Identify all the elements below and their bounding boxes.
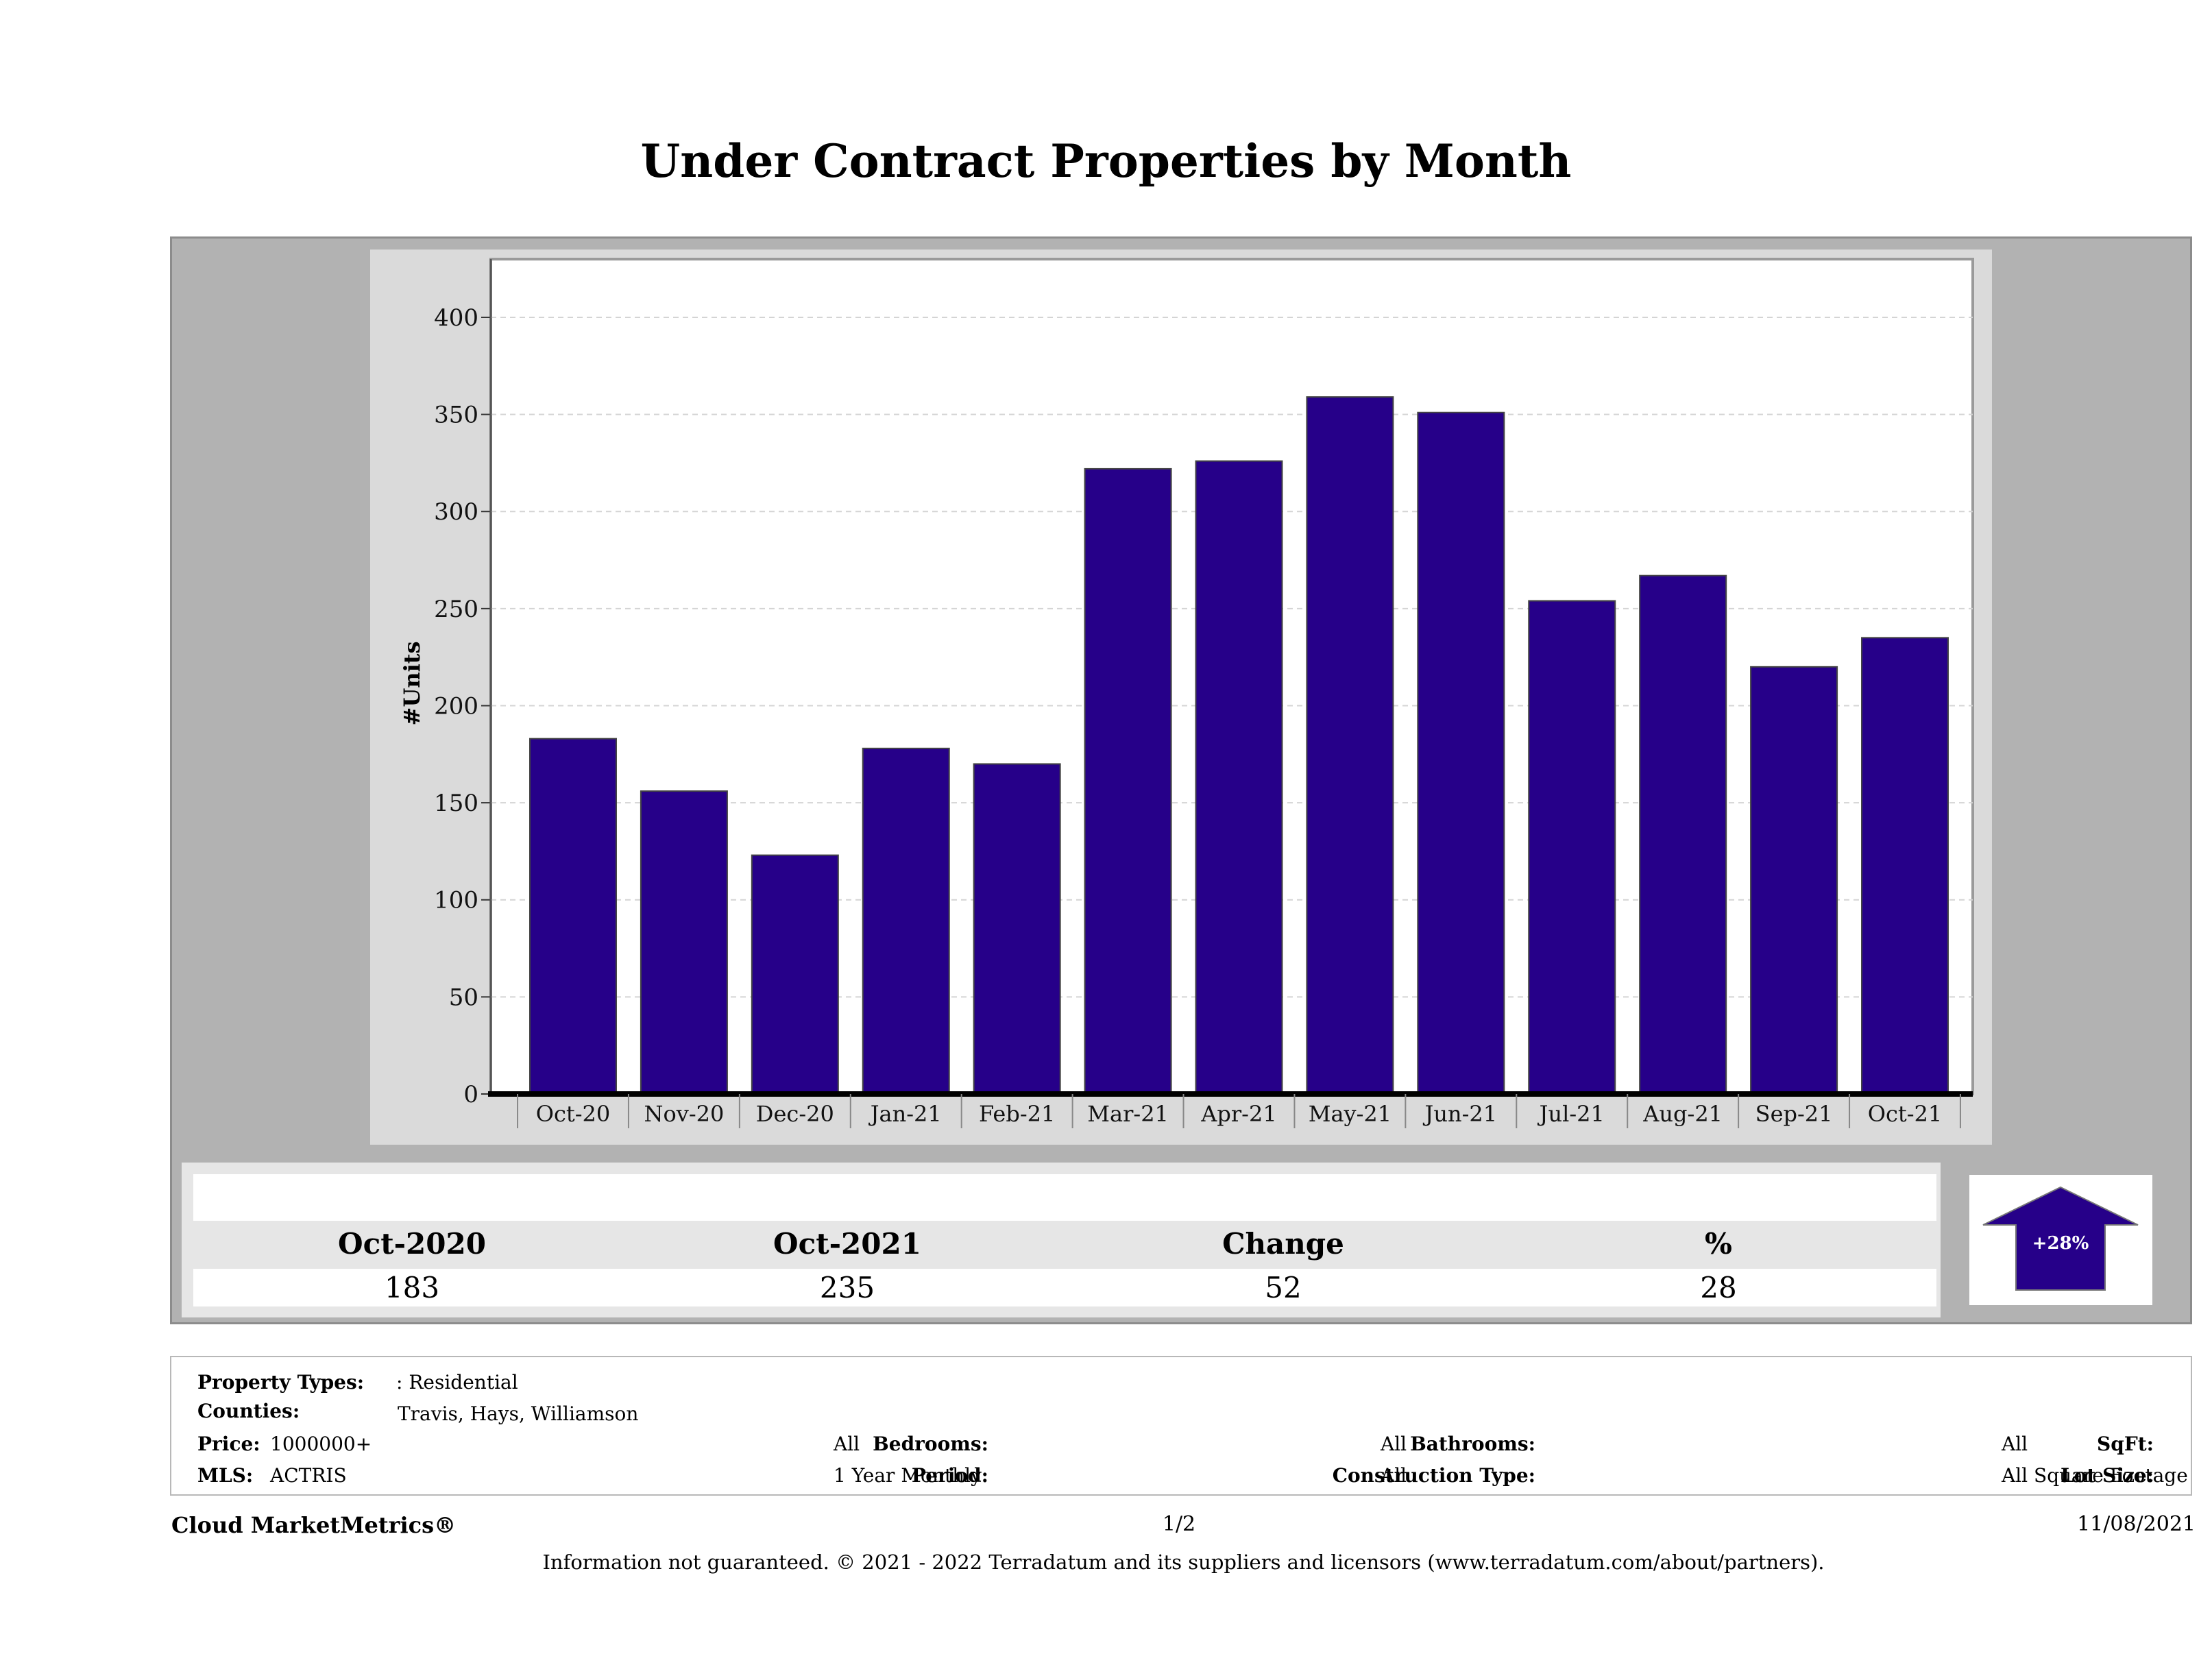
bar-Dec-20 <box>751 854 839 1095</box>
footer-disclaimer: Information not guaranteed. © 2021 - 202… <box>542 1551 1825 1574</box>
up-arrow-icon <box>1982 1186 2139 1291</box>
period-label: Period: <box>911 1464 988 1487</box>
bar-May-21 <box>1306 396 1394 1095</box>
y-tick-label: 0 <box>463 1081 478 1108</box>
summary-value-percent: 28 <box>1700 1271 1737 1304</box>
footer-date: 11/08/2021 <box>2077 1512 2196 1536</box>
construction-value: All <box>1381 1464 1407 1487</box>
sqft-label: SqFt: <box>2097 1433 2154 1455</box>
bathrooms-value: All <box>1381 1433 1407 1455</box>
x-tick-label: Sep-21 <box>1755 1101 1833 1127</box>
price-label: Price: <box>197 1433 260 1455</box>
x-tick-label: Jun-21 <box>1423 1101 1498 1127</box>
property-types-label: Property Types: <box>197 1371 365 1394</box>
counties-value: Travis, Hays, Williamson <box>398 1402 639 1425</box>
x-tick-label: Nov-20 <box>644 1101 724 1127</box>
bedrooms-value: All <box>834 1433 860 1455</box>
summary-header-change: Change <box>1222 1227 1344 1261</box>
summary-header-start: Oct-2020 <box>338 1227 486 1261</box>
construction-label: Construction Type: <box>1332 1464 1535 1487</box>
y-tick-label: 350 <box>434 402 478 429</box>
sqft-value: All <box>2002 1433 2028 1455</box>
y-tick-label: 100 <box>434 887 478 914</box>
y-tick-label: 400 <box>434 304 478 332</box>
summary-header-end: Oct-2021 <box>773 1227 921 1261</box>
chart-title: Under Contract Properties by Month <box>640 134 1572 188</box>
counties-label: Counties: <box>197 1400 300 1422</box>
lotsize-label: Lot Size: <box>2061 1464 2154 1487</box>
summary-table: Oct-2020 Oct-2021 Change % 183 235 52 28 <box>182 1163 1941 1317</box>
bar-Jun-21 <box>1417 411 1505 1095</box>
lotsize-value: All Square Footage <box>2002 1464 2188 1487</box>
x-tick-label: Dec-20 <box>756 1101 834 1127</box>
bar-Oct-21 <box>1861 637 1949 1095</box>
bar-Jul-21 <box>1528 600 1616 1095</box>
x-tick-label: Apr-21 <box>1200 1101 1276 1127</box>
x-tick-label: Mar-21 <box>1087 1101 1169 1127</box>
bar-Nov-20 <box>640 790 728 1095</box>
change-badge: +28% <box>1969 1175 2152 1305</box>
footer-page: 1/2 <box>1162 1512 1196 1536</box>
summary-value-row <box>193 1269 1936 1306</box>
bar-Feb-21 <box>973 763 1061 1095</box>
property-types-value: : Residential <box>396 1371 518 1394</box>
bar-Aug-21 <box>1639 574 1727 1095</box>
change-badge-label: +28% <box>2032 1233 2089 1254</box>
y-tick-label: 250 <box>434 596 478 623</box>
x-tick-label: Oct-20 <box>536 1101 611 1127</box>
summary-header-percent: % <box>1705 1227 1732 1261</box>
filter-info: Property Types: : Residential Counties: … <box>170 1356 2192 1496</box>
x-tick-label: Aug-21 <box>1642 1101 1723 1127</box>
y-tick-label: 300 <box>434 498 478 526</box>
bar-Mar-21 <box>1084 467 1172 1095</box>
x-tick-label: Jan-21 <box>868 1101 942 1127</box>
mls-label: MLS: <box>197 1464 254 1487</box>
bar-Apr-21 <box>1195 460 1283 1095</box>
x-tick-label: Oct-21 <box>1868 1101 1943 1127</box>
bathrooms-label: Bathrooms: <box>1410 1433 1535 1455</box>
x-tick-label: Feb-21 <box>979 1101 1055 1127</box>
summary-value-change: 52 <box>1265 1271 1302 1304</box>
summary-value-start: 183 <box>384 1271 440 1304</box>
bar-Sep-21 <box>1750 666 1838 1095</box>
y-axis-label: #Units <box>399 642 425 726</box>
bedrooms-label: Bedrooms: <box>873 1433 988 1455</box>
price-value: 1000000+ <box>270 1433 372 1455</box>
x-tick-label: Jul-21 <box>1538 1101 1605 1127</box>
mls-value: ACTRIS <box>270 1464 347 1487</box>
x-tick-label: May-21 <box>1309 1101 1391 1127</box>
summary-blank-row <box>193 1174 1936 1221</box>
footer-brand: Cloud MarketMetrics® <box>171 1512 457 1538</box>
period-value: 1 Year Monthly <box>834 1464 982 1487</box>
y-tick-label: 50 <box>449 984 478 1011</box>
bar-Oct-20 <box>529 738 617 1095</box>
y-tick-label: 200 <box>434 692 478 720</box>
bar-Jan-21 <box>862 747 950 1095</box>
y-tick-label: 150 <box>434 790 478 817</box>
summary-value-end: 235 <box>819 1271 875 1304</box>
